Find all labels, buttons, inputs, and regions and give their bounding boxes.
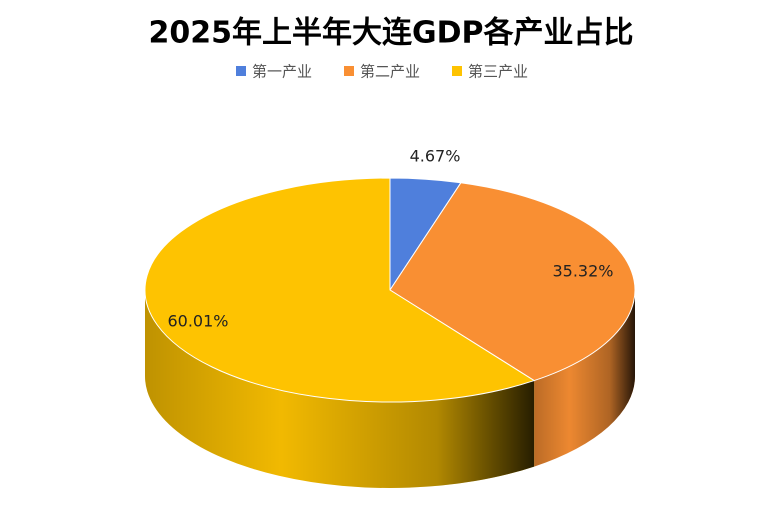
legend-swatch	[236, 66, 246, 76]
slice-side-shade	[144, 290, 535, 489]
legend-label: 第二产业	[360, 63, 420, 81]
data-label: 35.32%	[552, 262, 613, 281]
pie-sides	[144, 290, 635, 489]
slice	[144, 177, 536, 403]
legend-label: 第三产业	[468, 63, 528, 81]
chart-title: 2025年上半年大连GDP各产业占比	[148, 16, 633, 51]
slice-side-shade	[534, 290, 635, 467]
legend-swatch	[344, 66, 354, 76]
legend: 第一产业 第二产业 第三产业	[236, 63, 528, 81]
legend-label: 第一产业	[252, 63, 312, 81]
legend-swatch	[452, 66, 462, 76]
data-label: 4.67%	[410, 147, 461, 166]
slice	[389, 182, 636, 382]
data-label: 60.01%	[167, 312, 228, 331]
data-labels: 4.67% 35.32% 60.01%	[167, 147, 613, 331]
pie-tops	[144, 177, 636, 403]
